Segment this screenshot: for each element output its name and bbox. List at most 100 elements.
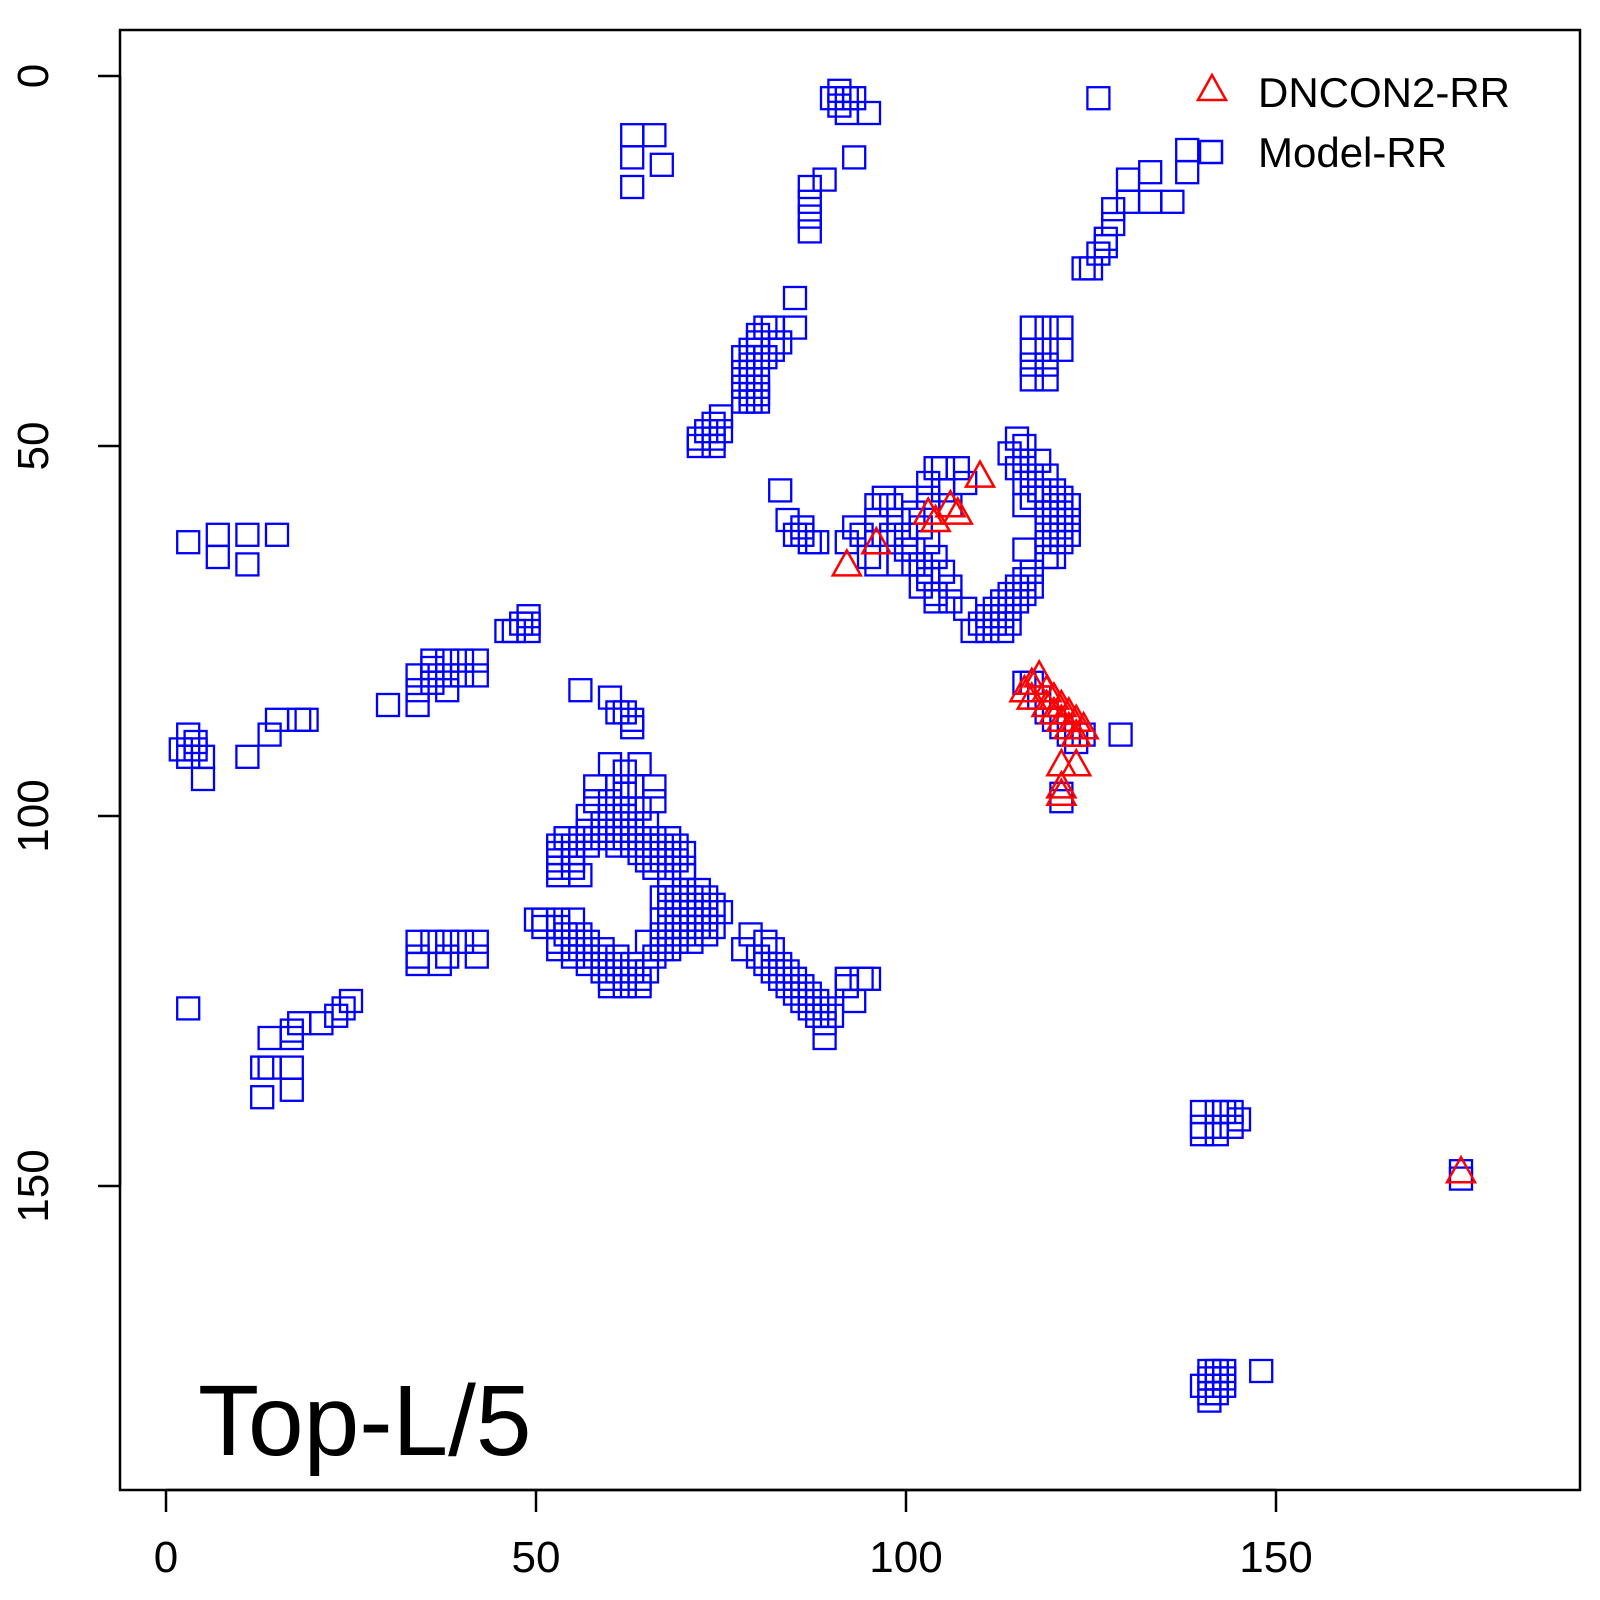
y-axis: 0 50 100 150 xyxy=(9,64,122,1223)
legend-square-marker xyxy=(1198,139,1224,165)
model-rr-point xyxy=(405,663,430,688)
model-rr-point xyxy=(612,700,637,725)
model-rr-point xyxy=(990,618,1015,644)
model-rr-point xyxy=(856,966,882,991)
model-rr-point xyxy=(420,670,445,695)
dncon2-rr-point xyxy=(934,488,967,518)
model-rr-point xyxy=(701,433,726,459)
model-rr-point xyxy=(331,996,356,1021)
y-tick-label: 50 xyxy=(9,422,58,471)
model-rr-point xyxy=(435,648,460,673)
dncon2-rr-point xyxy=(941,496,974,525)
model-rr-point xyxy=(649,152,674,177)
model-rr-point xyxy=(575,833,600,858)
model-rr-point xyxy=(464,663,489,688)
model-rr-point xyxy=(664,929,689,954)
dncon2-rr-point xyxy=(1444,1154,1478,1184)
model-rr-point xyxy=(546,937,571,962)
model-rr-point xyxy=(886,552,911,577)
model-rr-point xyxy=(782,522,808,547)
model-rr-point xyxy=(634,848,660,873)
model-rr-point xyxy=(864,493,889,518)
model-rr-point xyxy=(620,174,645,200)
model-rr-point xyxy=(568,678,593,703)
model-rr-point xyxy=(294,707,319,732)
model-rr-point xyxy=(583,774,608,799)
model-rr-point xyxy=(449,648,475,673)
model-rr-point xyxy=(597,685,623,710)
model-rr-point xyxy=(190,766,216,792)
model-rr-point xyxy=(464,929,489,954)
model-rr-point xyxy=(812,1025,837,1051)
model-rr-point xyxy=(1204,1122,1229,1147)
model-rr-point xyxy=(235,744,260,769)
model-rr-point xyxy=(797,174,822,200)
model-rr-point xyxy=(1219,1114,1244,1139)
model-rr-point xyxy=(812,996,837,1021)
model-rr-point xyxy=(1249,1358,1274,1384)
model-rr-point xyxy=(893,537,919,562)
model-rr-point xyxy=(435,944,460,969)
model-rr-point xyxy=(975,618,1000,644)
x-axis: 0 50 100 150 xyxy=(154,1488,1313,1582)
model-rr-point xyxy=(1219,1099,1244,1125)
dncon2-rr-point xyxy=(1015,681,1048,710)
dncon2-rr-point xyxy=(1045,688,1078,718)
model-rr-point xyxy=(235,522,260,547)
y-tick-label: 100 xyxy=(9,779,58,852)
model-rr-point xyxy=(916,485,941,510)
model-rr-point xyxy=(797,204,822,229)
dncon2-rr-point xyxy=(1030,673,1063,703)
model-rr-point xyxy=(916,559,941,584)
dncon2-rr-point xyxy=(830,547,863,577)
model-rr-point xyxy=(686,433,711,459)
legend: DNCON2-RR Model-RR xyxy=(1195,69,1510,176)
legend-triangle-marker xyxy=(1195,72,1229,102)
model-rr-point xyxy=(694,419,719,444)
model-rr-point xyxy=(708,900,734,925)
model-rr-point xyxy=(575,951,600,977)
model-rr-point xyxy=(782,285,808,311)
model-rr-point xyxy=(1071,256,1096,281)
x-tick-label: 0 xyxy=(154,1533,178,1582)
model-rr-point xyxy=(856,100,882,126)
model-rr-point xyxy=(1034,337,1059,362)
model-rr-point xyxy=(708,419,734,444)
model-rr-markers xyxy=(168,78,1474,1413)
model-rr-point xyxy=(1108,722,1133,747)
model-rr-point xyxy=(760,337,785,362)
model-rr-point xyxy=(1019,352,1044,377)
model-rr-point xyxy=(634,929,660,954)
dncon2-rr-point xyxy=(860,525,893,555)
model-rr-point xyxy=(375,692,401,718)
model-rr-point xyxy=(731,389,756,414)
model-rr-point xyxy=(464,648,489,673)
model-rr-point xyxy=(812,1011,837,1036)
model-rr-point xyxy=(1204,1381,1229,1406)
model-rr-point xyxy=(1019,337,1044,362)
model-rr-point xyxy=(768,478,793,503)
model-rr-point xyxy=(856,544,882,570)
model-rr-point xyxy=(945,456,970,481)
model-rr-point xyxy=(1086,86,1111,111)
model-rr-point xyxy=(620,145,645,170)
dncon2-rr-point xyxy=(1060,747,1093,777)
dncon2-rr-point xyxy=(1060,703,1093,733)
model-rr-point xyxy=(1101,197,1126,222)
model-rr-point xyxy=(842,515,867,540)
dncon2-rr-point xyxy=(919,503,952,533)
model-rr-point xyxy=(834,530,859,555)
model-rr-point xyxy=(797,189,822,214)
dncon2-rr-point xyxy=(1023,658,1056,688)
model-rr-point xyxy=(1049,337,1074,362)
dncon2-rr-point xyxy=(963,459,997,488)
model-rr-point xyxy=(938,589,963,614)
model-rr-point xyxy=(568,863,593,888)
model-rr-point xyxy=(1160,189,1185,214)
model-rr-point xyxy=(930,478,956,503)
dncon2-rr-point xyxy=(1052,695,1085,725)
model-rr-point xyxy=(797,219,822,244)
model-rr-point xyxy=(842,86,867,111)
